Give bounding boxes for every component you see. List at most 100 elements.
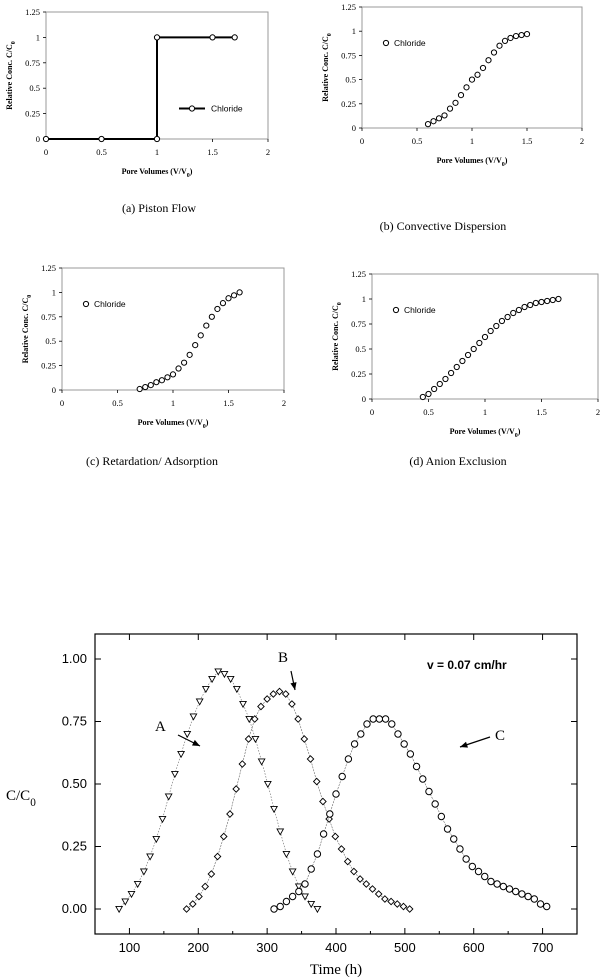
data-point	[214, 305, 221, 313]
data-point-A	[177, 750, 186, 759]
data-point	[203, 322, 210, 329]
chart-breakthrough: 100 200 300 400 500 600 700 0.00 0.25 0.50 0.75 1.0…	[6, 633, 578, 978]
data-point-A	[146, 853, 155, 861]
y-axis-label-main: C/C	[6, 788, 30, 804]
data-point-B	[201, 882, 210, 891]
data-point	[181, 359, 188, 366]
x-axis-label-tail: )	[505, 156, 508, 165]
data-point-B	[294, 715, 302, 723]
y-tick-label: 0	[362, 394, 366, 404]
data-point-B	[232, 785, 240, 793]
x-tick-label: 300	[256, 940, 278, 955]
y-axis-label: Relative Conc. C/C0	[321, 33, 333, 102]
data-point-B	[399, 902, 408, 911]
data-point	[476, 339, 483, 347]
x-tick-label: 200	[187, 940, 209, 955]
data-point	[164, 374, 171, 381]
data-point-A	[152, 835, 161, 844]
data-point-C	[443, 825, 452, 833]
data-point	[158, 377, 165, 384]
x-tick-label: 1.5	[207, 147, 218, 157]
data-point-A	[189, 713, 198, 721]
data-point	[147, 382, 154, 389]
data-point-C	[338, 772, 346, 781]
data-point-C	[288, 892, 297, 901]
data-point	[532, 299, 539, 307]
curve-label-A: A	[155, 719, 166, 735]
y-tick-label: 0.50	[62, 776, 87, 791]
x-axis-label: Pore Volumes (V/V0)	[138, 418, 209, 430]
data-point-B	[306, 755, 315, 763]
y-tick-label: 1.25	[25, 7, 40, 17]
data-point	[515, 306, 523, 314]
legend-label: Chloride	[394, 38, 426, 48]
data-point-C	[536, 900, 545, 908]
x-tick-label: 1.5	[522, 136, 533, 146]
chart-caption: (c) Retardation/ Adsorption	[86, 454, 218, 468]
data-point	[538, 298, 545, 306]
data-point	[457, 91, 465, 99]
x-tick-label: 0	[360, 136, 364, 146]
x-tick-label: 2	[266, 147, 270, 157]
x-tick-label: 0.5	[112, 398, 123, 408]
x-axis-label-sub: 0	[203, 424, 206, 430]
data-point	[470, 345, 477, 353]
y-tick-label: 1	[36, 32, 40, 42]
data-point-A	[183, 730, 192, 739]
data-point-A	[214, 668, 223, 676]
data-point	[231, 34, 238, 41]
data-point	[485, 57, 492, 64]
data-point	[507, 34, 514, 42]
curve-label-C: C	[495, 728, 505, 744]
data-point	[459, 357, 466, 365]
y-axis-label-main: Relative Conc. C/C	[21, 298, 30, 364]
x-axis-label-tail: )	[518, 427, 521, 436]
data-point	[510, 309, 517, 317]
data-point-A	[239, 700, 248, 709]
x-tick-label: 500	[394, 940, 416, 955]
data-point-C	[394, 730, 402, 738]
data-point-B	[331, 832, 340, 841]
data-point-A	[158, 815, 167, 824]
data-point-B	[387, 897, 395, 906]
y-axis-label-main: Relative Conc. C/C	[5, 44, 14, 110]
data-point-B	[381, 895, 389, 903]
x-tick-label: 0	[44, 147, 48, 157]
data-point-C	[524, 892, 532, 901]
x-tick-label: 2	[580, 136, 584, 146]
x-tick-label: 1.5	[536, 407, 547, 417]
data-point-C	[400, 740, 408, 748]
data-point-C	[450, 835, 458, 843]
data-point	[153, 135, 161, 143]
data-point-C	[344, 755, 353, 763]
data-point-C	[462, 855, 470, 863]
y-tick-label: 0.5	[355, 344, 366, 354]
y-tick-label: 1.00	[62, 651, 87, 666]
data-point-B	[244, 735, 253, 743]
data-point-B	[195, 892, 203, 901]
data-point	[419, 393, 426, 401]
data-point-C	[512, 887, 520, 896]
data-point-B	[405, 905, 414, 913]
x-tick-label: 0.5	[423, 407, 434, 417]
chart-caption: (a) Piston Flow	[122, 201, 196, 215]
chart-d: 0 0.5 1 1.5 2 0 0.25 0.5 0.75 1 1.25 Pore Volumes (…	[331, 269, 600, 439]
y-axis-label: Relative Conc. C/C0	[21, 295, 33, 364]
y-tick-label: 0.75	[351, 319, 366, 329]
data-point	[153, 379, 160, 386]
data-point-C	[388, 720, 396, 728]
y-tick-label: 0.75	[41, 312, 56, 322]
y-tick-label: 0	[52, 385, 56, 395]
data-point-C	[307, 865, 315, 873]
y-tick-label: 0.5	[45, 336, 56, 346]
x-axis-label-main: Pore Volumes (V/V	[437, 156, 502, 165]
data-point-C	[487, 877, 495, 886]
data-point-B	[213, 852, 222, 861]
data-point-C	[357, 730, 365, 738]
data-point	[209, 34, 216, 41]
y-tick-label: 0.25	[341, 99, 356, 109]
chart-caption: (d) Anion Exclusion	[409, 454, 506, 468]
x-tick-label: 700	[532, 940, 554, 955]
data-point-A	[257, 758, 266, 766]
